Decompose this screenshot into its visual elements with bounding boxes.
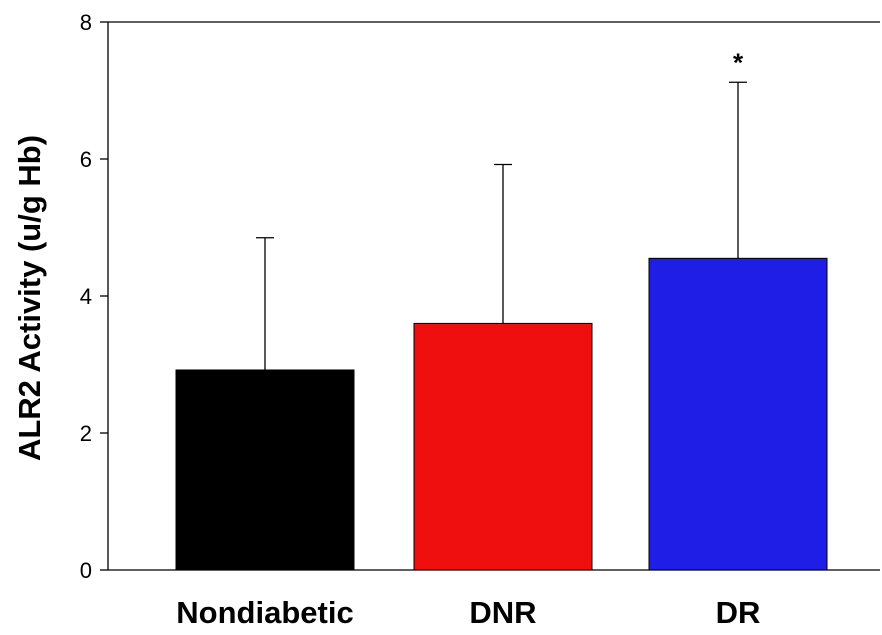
x-tick-label: Nondiabetic: [176, 595, 353, 630]
bar: [175, 369, 355, 571]
y-tick-label: 0: [80, 558, 92, 583]
y-tick-label: 6: [80, 147, 92, 172]
x-axis: Nondiabetic DNR DR: [176, 595, 760, 630]
bar-series: [175, 257, 828, 571]
y-tick-label: 4: [80, 284, 92, 309]
y-tick-label: 2: [80, 421, 92, 446]
significance-asterisk: *: [733, 47, 744, 77]
bar: [413, 322, 593, 571]
y-axis: 0 2 4 6 8: [80, 10, 108, 583]
annotations: *: [733, 47, 744, 77]
error-bars: [256, 81, 747, 370]
y-tick-label: 8: [80, 10, 92, 35]
x-tick-label: DNR: [469, 595, 536, 630]
y-axis-title: ALR2 Activity (u/g Hb): [12, 135, 47, 461]
x-tick-label: DR: [716, 595, 761, 630]
bar: [648, 257, 828, 571]
